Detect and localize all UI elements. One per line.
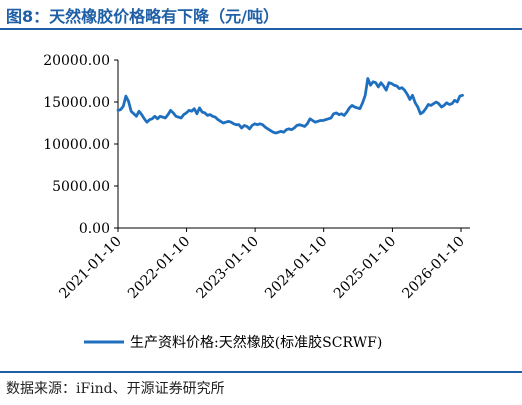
- title-divider: [0, 28, 522, 30]
- series-line-0: [116, 77, 464, 135]
- x-tick-label: 2023-01-10: [194, 234, 262, 302]
- x-tick-label: 2022-01-10: [125, 234, 193, 302]
- y-tick-label: 15000.00: [43, 95, 110, 111]
- x-tick-label: 2025-01-10: [331, 234, 399, 302]
- y-tick-label: 20000.00: [43, 53, 110, 69]
- source-divider: [0, 371, 522, 373]
- y-axis: 0.00 5000.00 10000.00 15000.00 20000.00: [43, 53, 119, 237]
- legend: 生产资料价格:天然橡胶(标准胶SCRWF): [84, 334, 382, 351]
- y-tick-label: 5000.00: [52, 179, 110, 195]
- series-layer: [116, 77, 464, 135]
- y-tick-label: 0.00: [79, 221, 110, 237]
- source-note: 数据来源：iFind、开源证券研究所: [6, 381, 225, 397]
- line-chart: 0.00 5000.00 10000.00 15000.00 20000.00 2021…: [43, 53, 470, 351]
- figure-title: 图8：天然橡胶价格略有下降（元/吨）: [6, 7, 279, 26]
- x-tick-label: 2021-01-10: [56, 234, 124, 302]
- x-tick-label: 2024-01-10: [262, 234, 330, 302]
- legend-label: 生产资料价格:天然橡胶(标准胶SCRWF): [130, 334, 382, 351]
- x-tick-label: 2026-01-10: [399, 234, 467, 302]
- x-axis: 2021-01-10 2022-01-10 2023-01-10 2024-01-10…: [56, 227, 470, 302]
- y-tick-label: 10000.00: [43, 137, 110, 153]
